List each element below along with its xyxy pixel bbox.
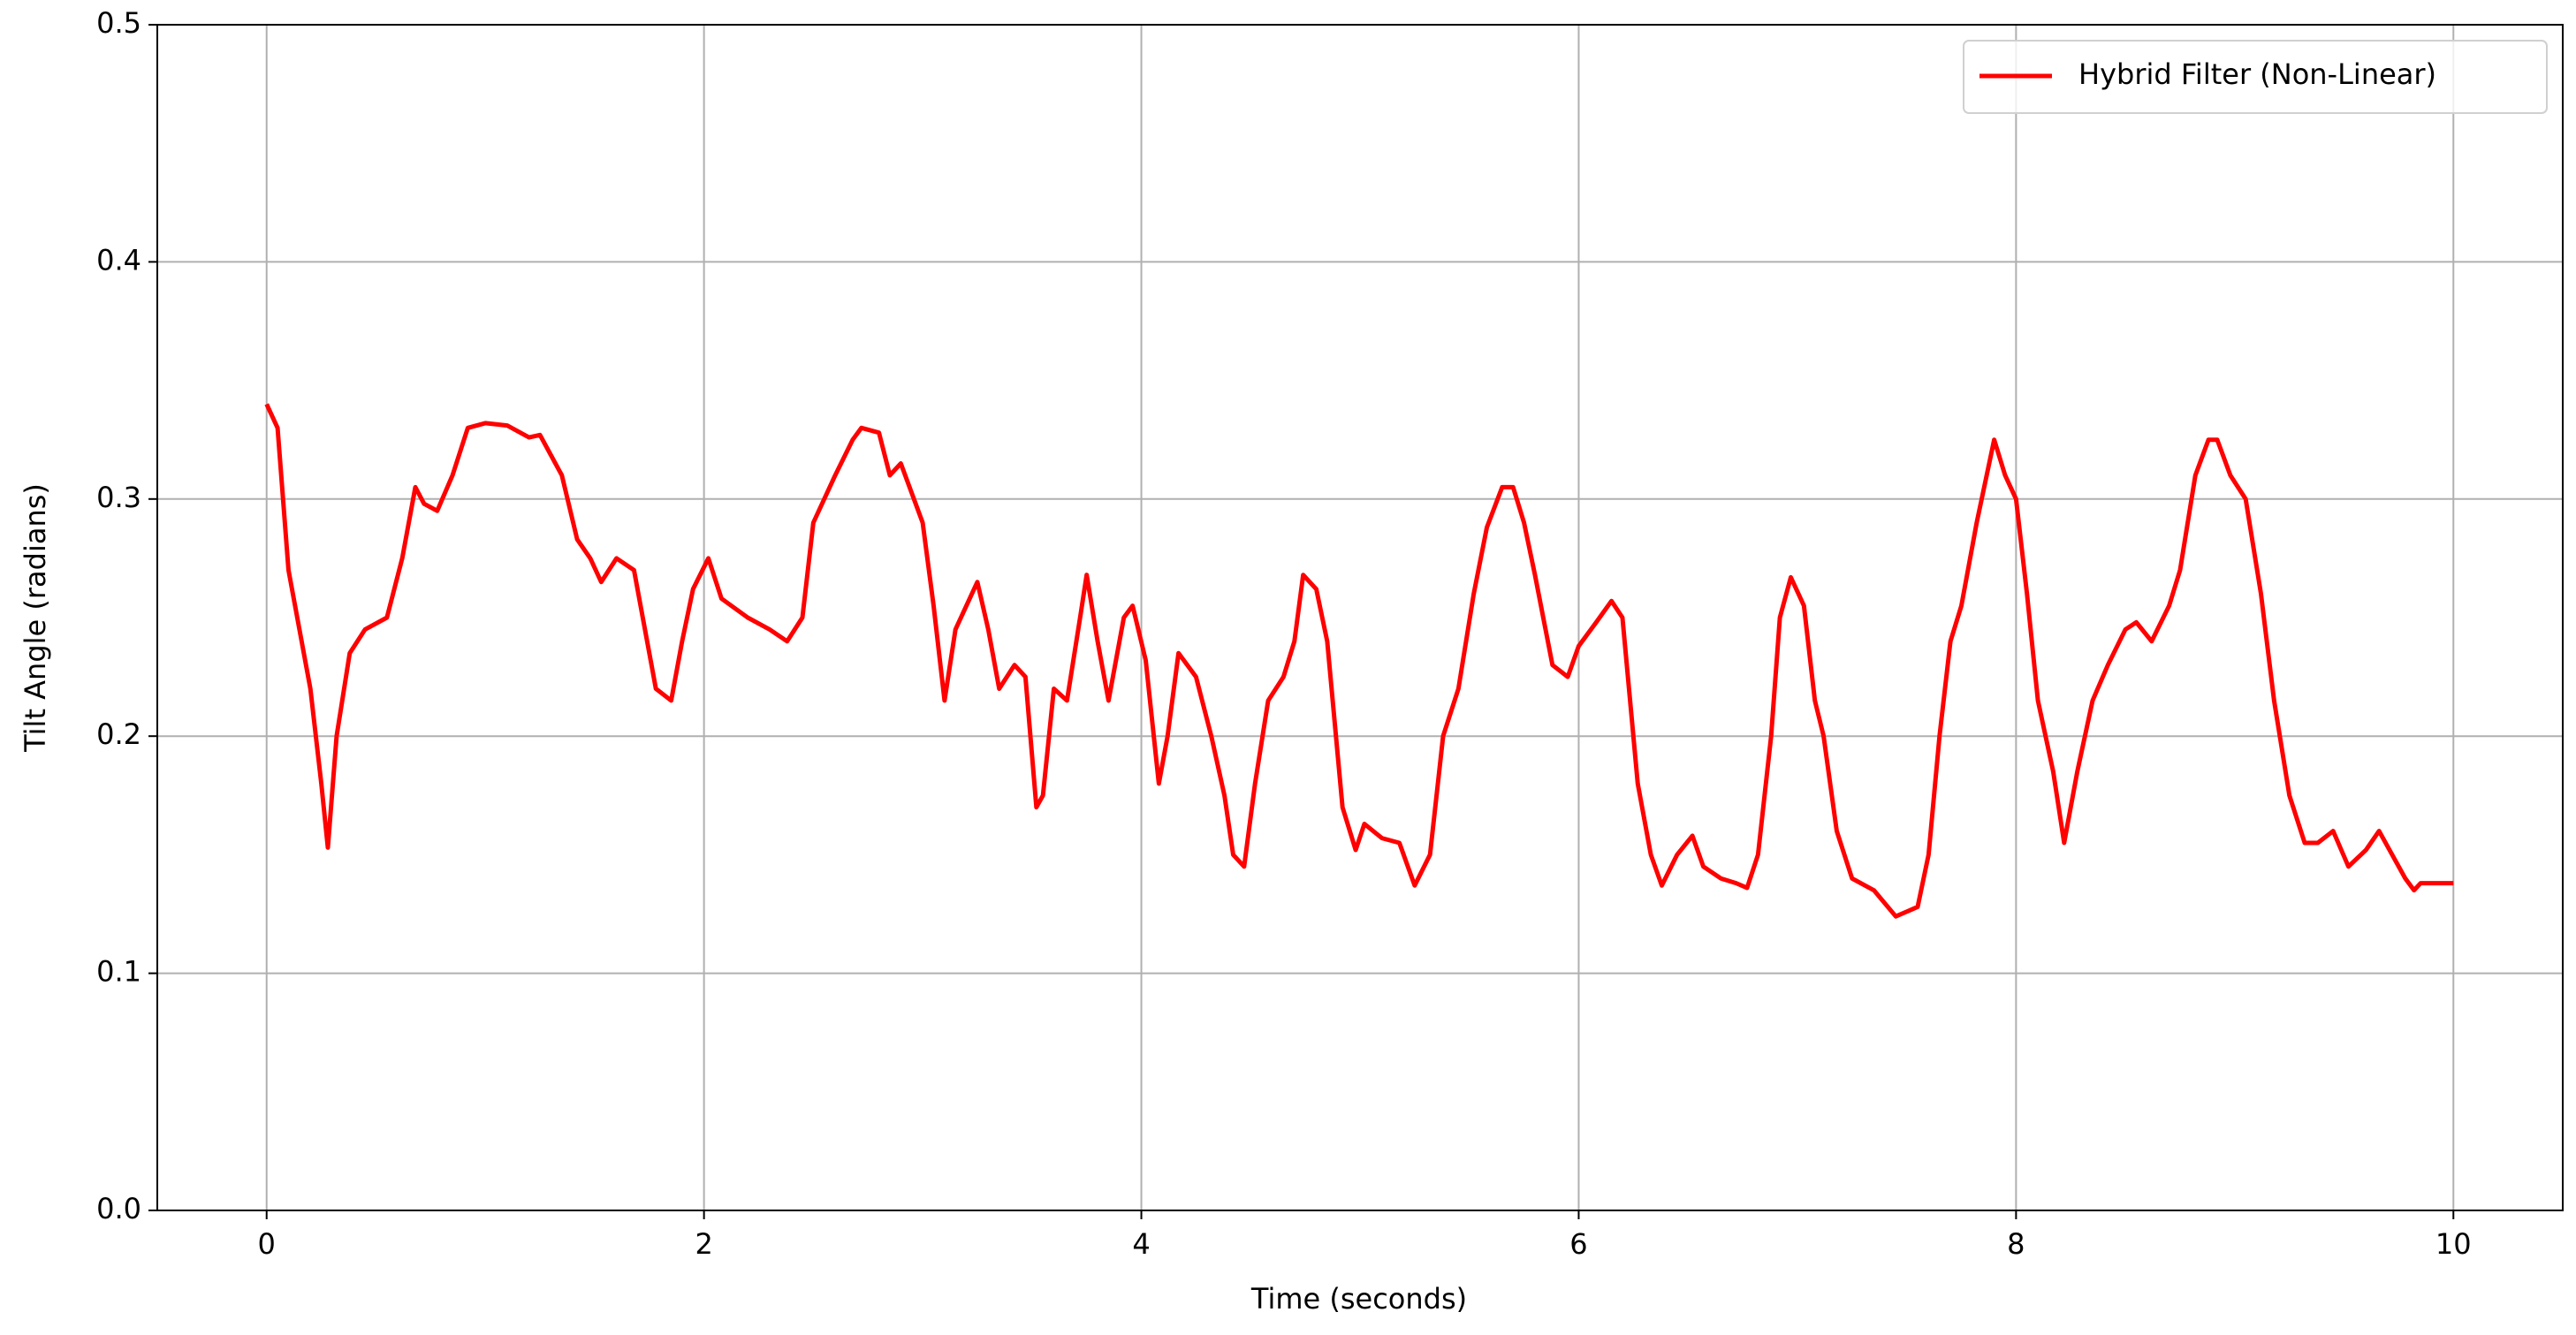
x-tick-label: 8	[2007, 1227, 2025, 1261]
y-tick-label: 0.4	[96, 243, 141, 277]
legend-label: Hybrid Filter (Non-Linear)	[2078, 57, 2436, 91]
y-tick-label: 0.3	[96, 481, 141, 514]
x-tick-label: 0	[258, 1227, 276, 1261]
y-tick-label: 0.2	[96, 717, 141, 751]
x-tick-label: 6	[1569, 1227, 1587, 1261]
legend-box	[1963, 40, 2548, 114]
y-axis-label: Tilt Angle (radians)	[19, 483, 52, 753]
x-tick-label: 10	[2435, 1227, 2472, 1261]
y-tick-label: 0.0	[96, 1192, 141, 1225]
y-tick-label: 0.1	[96, 955, 141, 989]
y-tick-label: 0.5	[96, 6, 141, 40]
x-axis-label: Time (seconds)	[1250, 1282, 1467, 1316]
x-tick-label: 4	[1132, 1227, 1150, 1261]
data-line	[264, 403, 2454, 919]
x-tick-label: 2	[695, 1227, 712, 1261]
plot-frame	[156, 24, 2564, 1211]
